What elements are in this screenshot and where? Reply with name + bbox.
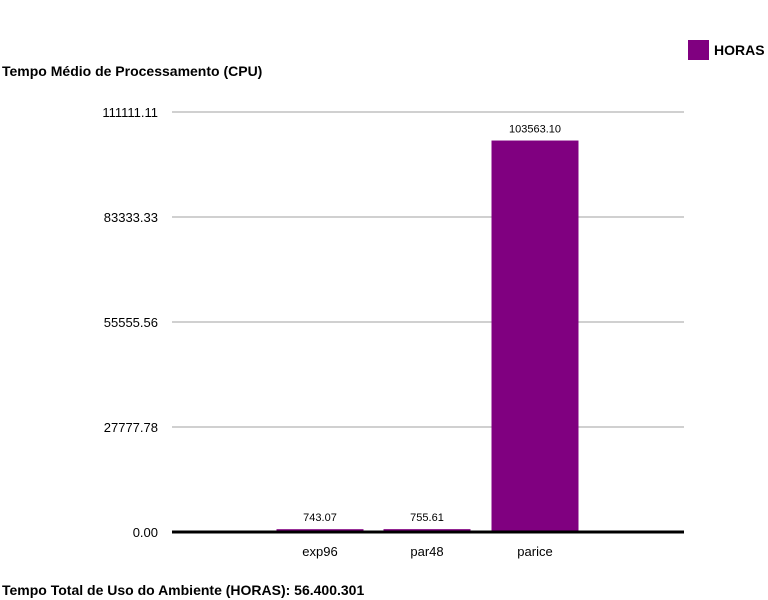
data-label: 103563.10 <box>509 124 561 136</box>
data-label: 755.61 <box>410 512 444 524</box>
legend: HORAS <box>688 40 765 60</box>
y-tick-label: 111111.11 <box>102 105 158 120</box>
y-tick-label: 55555.56 <box>104 315 158 330</box>
y-tick-label: 27777.78 <box>104 420 158 435</box>
y-tick-label: 0.00 <box>133 525 158 540</box>
x-tick-label: exp96 <box>302 544 337 559</box>
data-label: 743.07 <box>303 512 337 524</box>
footer-total: Tempo Total de Uso do Ambiente (HORAS): … <box>2 582 365 598</box>
x-tick-label: parice <box>517 544 552 559</box>
bar <box>491 140 579 532</box>
legend-label: HORAS <box>714 42 765 58</box>
chart-title: Tempo Médio de Processamento (CPU) <box>2 63 263 79</box>
legend-swatch <box>688 40 709 60</box>
x-tick-label: par48 <box>410 544 443 559</box>
y-tick-label: 83333.33 <box>104 210 158 225</box>
